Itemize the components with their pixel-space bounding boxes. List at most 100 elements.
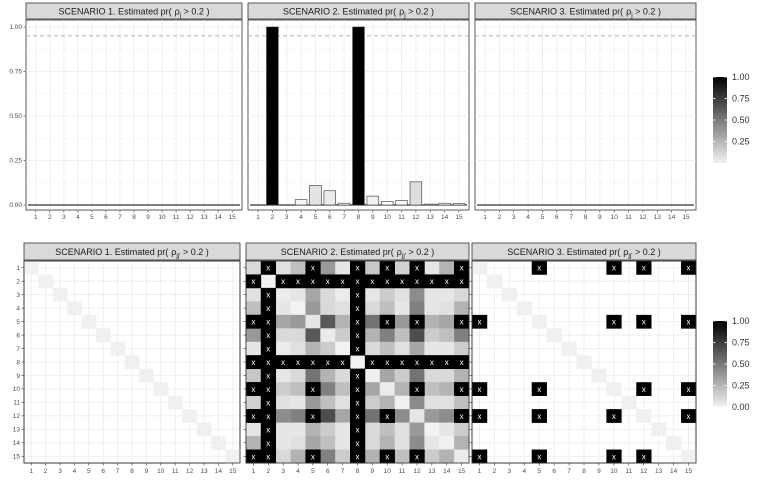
heatmap-cell-10-10 bbox=[153, 382, 169, 396]
x-tick-label: 14 bbox=[441, 214, 449, 221]
bar-6 bbox=[323, 190, 336, 206]
heatmap-cell-4-3 bbox=[275, 301, 291, 316]
y-tick-label: 7 bbox=[16, 346, 20, 353]
heatmap-cell-9-10 bbox=[379, 368, 395, 383]
heatmap-cell-14-4 bbox=[290, 436, 306, 450]
heatmap-cell-6-6 bbox=[320, 328, 336, 343]
marked-cell-2-1 bbox=[246, 274, 262, 289]
y-tick-label: 9 bbox=[16, 373, 20, 380]
heatmap-cell-4-14 bbox=[439, 301, 455, 316]
cell-mark: x bbox=[356, 345, 360, 354]
cell-mark: x bbox=[266, 371, 270, 380]
cell-mark: x bbox=[356, 277, 360, 286]
title-prefix: SCENARIO 1. Estimated pr( bbox=[55, 247, 168, 257]
heatmap-cell-13-5 bbox=[305, 422, 321, 437]
heatmap-cell-4-4 bbox=[290, 301, 306, 316]
marked-cell-2-3 bbox=[275, 274, 291, 289]
cell-mark: x bbox=[281, 358, 285, 367]
panel-title: SCENARIO 2. Estimated pr(ρjj' > 0.2 ) bbox=[281, 247, 435, 260]
cell-mark: x bbox=[445, 358, 449, 367]
heatmap-cell-12-12 bbox=[182, 409, 198, 423]
heatmap-cell-15-14 bbox=[439, 449, 455, 464]
x-tick-label: 15 bbox=[458, 468, 466, 475]
cell-mark: x bbox=[612, 412, 616, 421]
marked-cell-12-10 bbox=[606, 409, 622, 423]
x-tick-label: 12 bbox=[412, 214, 420, 221]
heatmap-cell-13-13 bbox=[196, 422, 212, 437]
cell-mark: x bbox=[385, 264, 389, 273]
cell-mark: x bbox=[266, 345, 270, 354]
y-tick-label: 2 bbox=[16, 279, 20, 286]
cell-mark: x bbox=[326, 358, 330, 367]
x-tick-label: 13 bbox=[655, 468, 663, 475]
cell-mark: x bbox=[356, 371, 360, 380]
legend-tick-label: 1.00 bbox=[732, 316, 750, 326]
heatmap-cell-12-11 bbox=[394, 409, 410, 423]
heatmap-cell-3-10 bbox=[379, 287, 395, 302]
heatmap-cell-11-5 bbox=[305, 395, 321, 410]
x-tick-label: 5 bbox=[87, 468, 91, 475]
x-tick-label: 1 bbox=[483, 214, 487, 221]
y-tick-label: 11 bbox=[13, 400, 20, 407]
heatmap-cell-1-1 bbox=[472, 261, 488, 275]
heatmap-cell-6-10 bbox=[379, 328, 395, 343]
x-tick-label: 9 bbox=[371, 468, 375, 475]
heatmap-cell-7-4 bbox=[290, 341, 306, 356]
marked-cell-15-12 bbox=[636, 449, 652, 464]
heatmap-cell-2-2 bbox=[38, 274, 54, 289]
marked-cell-8-9 bbox=[364, 355, 381, 370]
cell-mark: x bbox=[477, 452, 481, 461]
legend-colorbar bbox=[713, 321, 727, 407]
heatmap-cell-11-4 bbox=[290, 395, 306, 410]
marked-cell-5-8 bbox=[350, 314, 366, 329]
marked-cell-2-9 bbox=[364, 274, 381, 289]
cell-mark: x bbox=[687, 412, 691, 421]
marked-cell-10-2 bbox=[260, 382, 277, 396]
cell-mark: x bbox=[687, 318, 691, 327]
heatmap-cell-9-1 bbox=[246, 368, 262, 383]
x-tick-label: 12 bbox=[640, 468, 648, 475]
x-tick-label: 9 bbox=[145, 468, 149, 475]
heatmap-cell-14-5 bbox=[305, 436, 321, 450]
marked-cell-12-5 bbox=[531, 409, 547, 423]
marked-cell-7-2 bbox=[260, 341, 277, 356]
heatmap-cell-10-9 bbox=[364, 382, 381, 396]
x-tick-label: 3 bbox=[285, 214, 289, 221]
heatmap-cell-10-10 bbox=[606, 382, 622, 396]
cell-mark: x bbox=[356, 385, 360, 394]
cell-mark: x bbox=[385, 318, 389, 327]
x-tick-label: 14 bbox=[443, 468, 451, 475]
heatmap-cell-11-11 bbox=[168, 395, 183, 410]
bar-8 bbox=[352, 26, 365, 206]
x-tick-label: 6 bbox=[328, 214, 332, 221]
x-tick-label: 2 bbox=[493, 468, 497, 475]
heatmap-cell-15-3 bbox=[275, 449, 291, 464]
y-tick-label: 13 bbox=[13, 427, 21, 434]
heatmap-cell-1-14 bbox=[439, 261, 455, 275]
bar-15 bbox=[452, 203, 466, 206]
heatmap-cell-9-12 bbox=[409, 368, 425, 383]
title-suffix: > 0.2 ) bbox=[181, 247, 209, 257]
marked-cell-15-1 bbox=[472, 449, 488, 464]
x-tick-label: 8 bbox=[132, 214, 136, 221]
heatmap-cell-6-13 bbox=[424, 328, 440, 343]
heatmap-cell-14-14 bbox=[211, 436, 226, 450]
x-tick-label: 15 bbox=[685, 468, 693, 475]
marked-cell-4-8 bbox=[350, 301, 366, 316]
panel-6: SCENARIO 3. Estimated pr(ρjj' > 0.2 ) x x x… bbox=[469, 242, 697, 475]
x-tick-label: 10 bbox=[611, 214, 619, 221]
marked-cell-2-8 bbox=[350, 274, 366, 289]
heatmap-cell-13-1 bbox=[246, 422, 262, 437]
title-prefix: SCENARIO 2. Estimated pr( bbox=[283, 7, 396, 17]
x-tick-label: 12 bbox=[186, 214, 194, 221]
heatmap-cell-3-12 bbox=[409, 287, 425, 302]
x-tick-label: 8 bbox=[130, 468, 134, 475]
x-tick-label: 5 bbox=[537, 468, 541, 475]
marked-cell-2-14 bbox=[439, 274, 455, 289]
heatmap-cell-12-12 bbox=[636, 409, 652, 423]
marked-cell-8-2 bbox=[260, 355, 277, 370]
marked-cell-1-15 bbox=[454, 261, 470, 275]
cell-mark: x bbox=[356, 304, 360, 313]
heatmap-cell-3-9 bbox=[364, 287, 381, 302]
heatmap-cell-14-14 bbox=[439, 436, 455, 450]
